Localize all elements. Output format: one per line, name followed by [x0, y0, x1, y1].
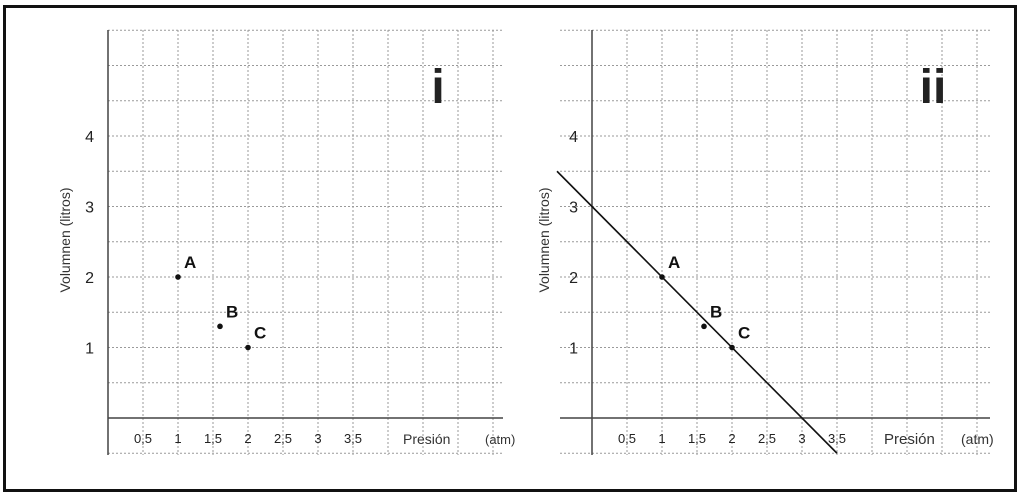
point-label-a: A	[668, 253, 680, 272]
x-tick-label: 1	[658, 431, 665, 446]
x-tick-label: 3	[314, 431, 321, 446]
x-axis-label: Presión	[403, 431, 450, 447]
point-label-c: C	[254, 324, 266, 343]
chart-panel-2: 0,5 1 1,5 2 2,5 3 3,5 1 2 3 4 Presión (atm) Volumnen …	[536, 29, 994, 455]
x-tick-label: 1	[174, 431, 181, 446]
x-tick-label: 2,5	[758, 431, 776, 446]
y-tick-label: 4	[569, 129, 578, 146]
x-tick-label: 1,5	[204, 431, 222, 446]
x-tick-label: 2	[728, 431, 735, 446]
x-tick-label: 3,5	[344, 431, 362, 446]
x-axis-unit: (atm)	[961, 431, 994, 447]
chart-panel-1: 0,5 1 1,5 2 2,5 3 3,5 1 2 3 4 Presión (atm) Volumnen …	[57, 29, 515, 455]
x-tick-label: 0,5	[618, 431, 636, 446]
x-tick-label: 2,5	[274, 431, 292, 446]
data-point-a	[659, 274, 665, 280]
x-axis-unit: (atm)	[485, 432, 515, 447]
figure-frame	[3, 5, 1017, 492]
data-point-a	[175, 274, 181, 280]
point-label-b: B	[226, 302, 238, 321]
data-point-b	[701, 323, 707, 330]
point-label-a: A	[184, 253, 196, 272]
y-axis-label: Volumnen (litros)	[57, 187, 73, 292]
y-tick-label: 1	[569, 341, 578, 358]
y-tick-label: 1	[85, 341, 94, 358]
y-tick-label: 2	[85, 270, 94, 287]
point-label-c: C	[738, 324, 750, 343]
y-tick-label: 4	[85, 129, 94, 146]
y-tick-label: 3	[569, 200, 578, 217]
panel-title: ii	[920, 61, 947, 114]
x-axis-label: Presión	[884, 431, 935, 448]
y-tick-label: 3	[85, 200, 94, 217]
point-label-b: B	[710, 302, 722, 321]
grid	[108, 29, 503, 455]
x-tick-label: 1,5	[688, 431, 706, 446]
data-point-c	[245, 344, 251, 351]
x-tick-label: 2	[244, 431, 251, 446]
x-tick-label: 3,5	[828, 431, 846, 446]
x-tick-label: 3	[798, 431, 805, 446]
y-axis-label: Volumnen (litros)	[536, 187, 552, 292]
panel-title: i	[431, 61, 444, 114]
data-point-c	[729, 344, 735, 351]
regression-line	[556, 170, 838, 454]
x-tick-label: 0,5	[134, 431, 152, 446]
y-tick-label: 2	[569, 270, 578, 287]
data-point-b	[217, 323, 223, 330]
